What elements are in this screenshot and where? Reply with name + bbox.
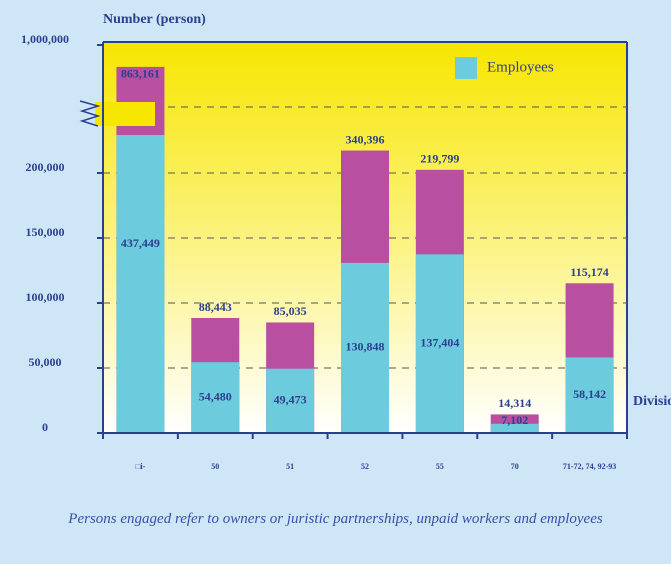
x-tick-label: 52 (361, 462, 369, 471)
value-label: 7,102 (501, 413, 528, 427)
value-label: 88,443 (199, 300, 232, 314)
chart: Number (person) Division 0 50,000 100,000 1… (21, 12, 671, 471)
x-tick-label: 55 (436, 462, 444, 471)
value-label: 14,314 (498, 396, 531, 410)
legend-swatch (455, 57, 477, 79)
value-label: 130,848 (346, 340, 385, 354)
x-tick-label: 71-72, 74, 92-93 (563, 462, 616, 471)
value-label: 137,404 (420, 335, 459, 349)
y-tick-label: 1,000,000 (21, 32, 69, 46)
bar (490, 423, 539, 433)
value-label: 54,480 (199, 389, 232, 403)
value-label: 49,473 (274, 393, 307, 407)
value-label: 437,449 (121, 236, 160, 250)
x-tick-label: □i- (136, 462, 146, 471)
axis-break (95, 102, 155, 126)
bar (191, 362, 240, 433)
value-label: 115,174 (570, 265, 608, 279)
y-tick-label: 0 (42, 420, 48, 434)
x-tick-label: 51 (286, 462, 294, 471)
bar (565, 357, 614, 433)
x-tick-label: 70 (511, 462, 519, 471)
x-axis-label: Division (633, 394, 671, 409)
value-label: 58,142 (573, 387, 606, 401)
bar (341, 262, 389, 433)
y-axis-label: Number (person) (103, 12, 206, 27)
y-tick-label: 50,000 (29, 355, 62, 369)
bar (116, 135, 165, 433)
x-tick-label: 50 (211, 462, 219, 471)
y-tick-label: 100,000 (26, 290, 65, 304)
y-tick-label: 150,000 (26, 225, 65, 239)
legend-label: Employees (487, 59, 554, 75)
value-label: 85,035 (274, 304, 307, 318)
value-label: 340,396 (346, 132, 385, 146)
bar (415, 254, 464, 433)
value-label: 219,799 (420, 152, 459, 166)
bar (266, 368, 315, 433)
axis-break-zigzag (79, 100, 101, 127)
y-tick-label: 200,000 (26, 160, 65, 174)
value-label: 863,161 (121, 67, 160, 81)
caption: Persons engaged refer to owners or juris… (68, 511, 603, 527)
